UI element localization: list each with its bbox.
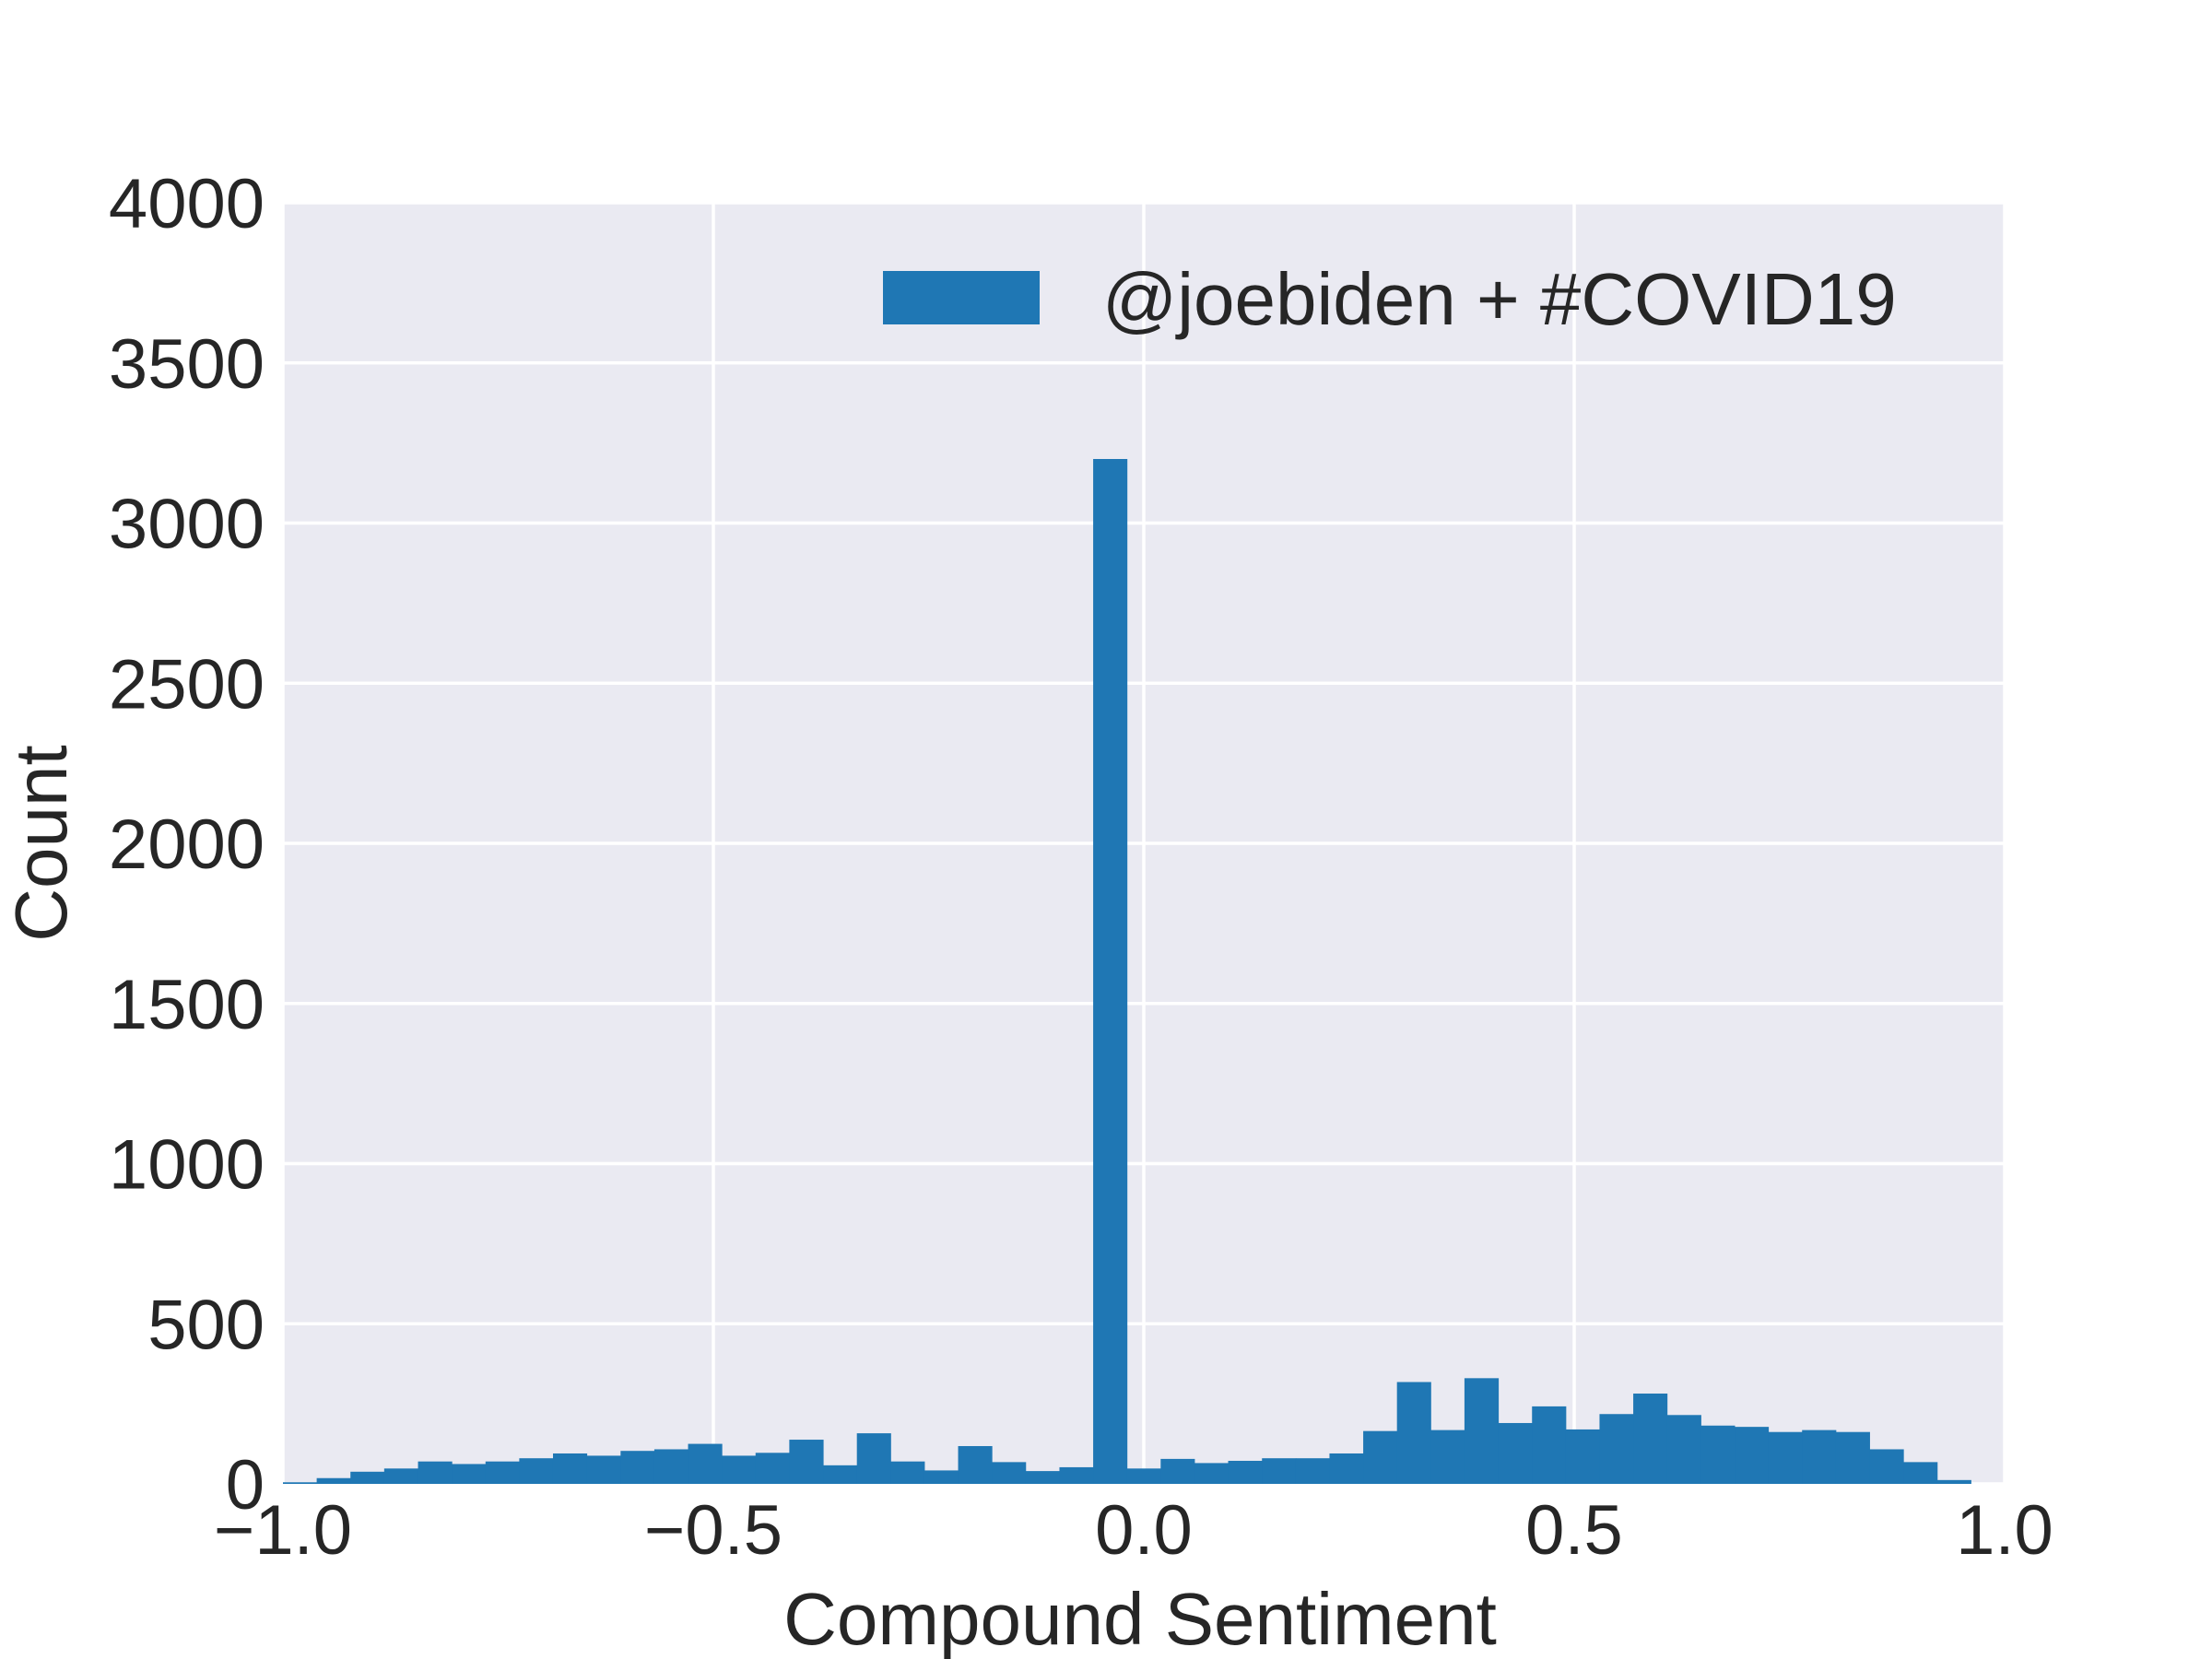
histogram-bar	[552, 1453, 588, 1484]
histogram-bar	[1835, 1431, 1870, 1484]
x-axis-label: Compound Sentiment	[783, 1578, 1497, 1659]
histogram-bar	[924, 1470, 959, 1484]
x-tick-label: 0.0	[1095, 1491, 1193, 1570]
histogram-bar	[1025, 1471, 1060, 1484]
histogram-bar	[452, 1464, 487, 1484]
histogram-bar	[1059, 1466, 1094, 1484]
histogram-bar	[1700, 1425, 1735, 1484]
histogram-bar	[1262, 1458, 1297, 1484]
histogram-bar	[688, 1443, 723, 1484]
histogram-bar	[1228, 1460, 1263, 1484]
histogram-bar	[856, 1433, 891, 1484]
histogram-bar	[350, 1471, 385, 1484]
legend-label: @joebiden + #COVID19	[1102, 258, 1897, 340]
histogram-bar	[383, 1468, 419, 1484]
histogram-bar	[1126, 1468, 1161, 1484]
histogram-bar	[1464, 1378, 1500, 1484]
histogram-bar	[1498, 1422, 1533, 1484]
histogram-bar	[1329, 1453, 1364, 1484]
histogram-bar	[789, 1440, 824, 1484]
y-tick-label: 2000	[109, 806, 265, 884]
histogram-bar	[316, 1477, 351, 1484]
histogram-bar	[1093, 459, 1128, 1484]
histogram-bar	[1430, 1430, 1465, 1484]
histogram-bar	[1160, 1458, 1195, 1484]
histogram-bar	[992, 1462, 1027, 1484]
y-tick-label: 3000	[109, 486, 265, 564]
x-axis-ticks: −1.0 −0.5 0.0 0.5 1.0	[214, 1491, 2053, 1570]
histogram-bar	[1802, 1430, 1837, 1484]
y-tick-label: 3500	[109, 325, 265, 404]
histogram-bar	[519, 1458, 554, 1484]
y-tick-label: 2500	[109, 645, 265, 724]
histogram-bar	[1768, 1431, 1803, 1484]
y-tick-label: 1000	[109, 1126, 265, 1205]
histogram-bar	[1295, 1458, 1330, 1484]
legend-swatch	[883, 271, 1040, 324]
x-tick-label: 1.0	[1956, 1491, 2053, 1570]
legend: @joebiden + #COVID19	[883, 258, 1897, 340]
histogram-bar	[1936, 1479, 1971, 1484]
y-axis-ticks: 0 500 1000 1500 2000 2500 3000 3500 4000	[109, 165, 265, 1524]
histogram-bar	[1633, 1394, 1668, 1484]
x-tick-label: −0.5	[644, 1491, 782, 1570]
histogram-bars	[283, 459, 1971, 1484]
histogram-bar	[1735, 1427, 1770, 1484]
histogram-bar	[755, 1453, 790, 1484]
grid-lines	[281, 201, 2006, 1486]
histogram-bar	[1599, 1414, 1634, 1484]
x-tick-label: −1.0	[214, 1491, 352, 1570]
histogram-bar	[1396, 1382, 1431, 1484]
x-tick-label: 0.5	[1525, 1491, 1623, 1570]
histogram-bar	[1565, 1429, 1600, 1484]
histogram-bar	[823, 1465, 858, 1484]
histogram-bar	[283, 1482, 318, 1484]
histogram-bar	[653, 1449, 689, 1484]
histogram-bar	[958, 1445, 993, 1484]
histogram-bar	[485, 1461, 520, 1484]
y-tick-label: 1500	[109, 966, 265, 1044]
histogram-bar	[1532, 1406, 1567, 1484]
histogram-bar	[1666, 1415, 1701, 1484]
histogram-bar	[1903, 1462, 1938, 1484]
y-tick-label: 500	[147, 1286, 265, 1364]
histogram-bar	[1363, 1430, 1398, 1484]
histogram-bar	[418, 1461, 453, 1484]
histogram-bar	[1194, 1463, 1230, 1484]
histogram-bar	[586, 1455, 621, 1484]
y-tick-label: 4000	[109, 165, 265, 243]
histogram-bar	[1869, 1449, 1904, 1484]
histogram-bar	[890, 1461, 925, 1484]
histogram-bar	[620, 1451, 655, 1484]
y-tick-label: 0	[226, 1446, 265, 1524]
y-axis-label: Count	[0, 745, 82, 941]
histogram-bar	[722, 1455, 757, 1484]
